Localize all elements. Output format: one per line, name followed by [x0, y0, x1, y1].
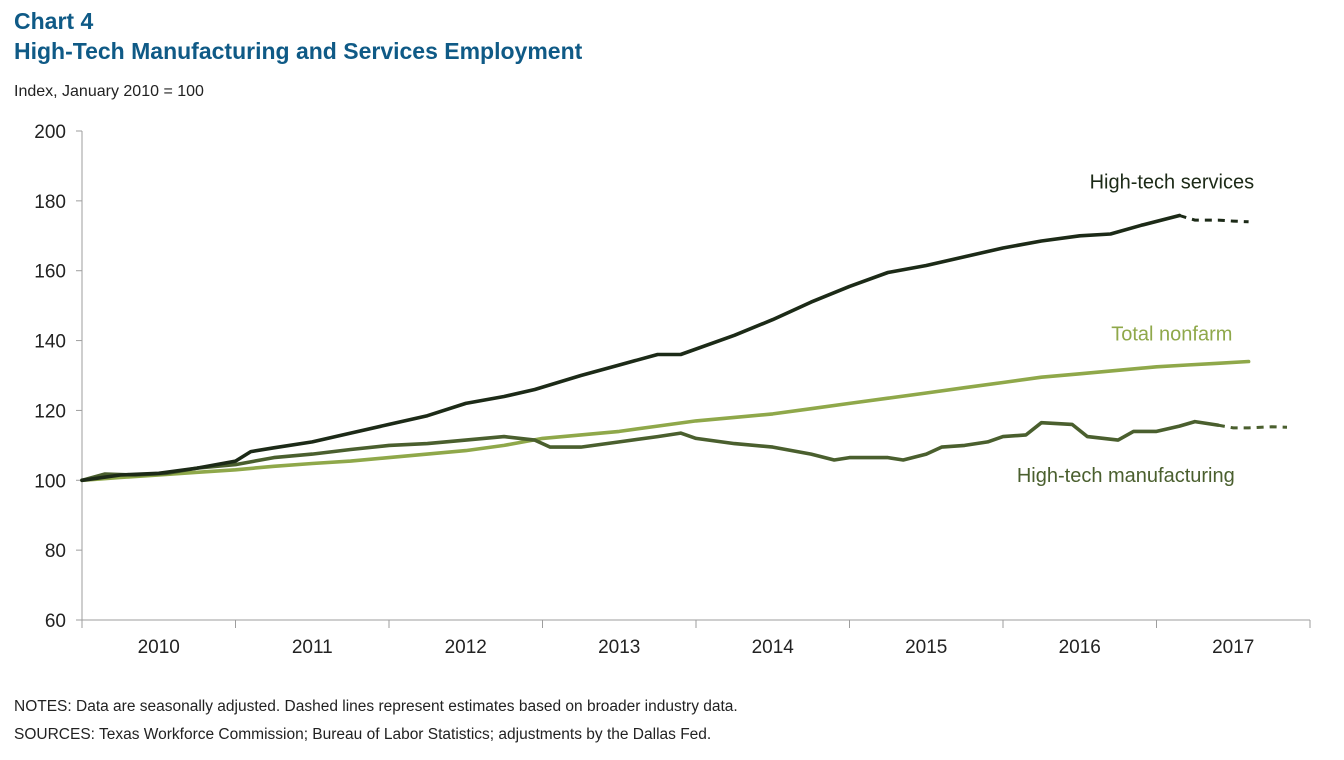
y-tick-label: 60 — [45, 611, 66, 632]
chart-notes: NOTES: Data are seasonally adjusted. Das… — [14, 693, 738, 749]
y-axis-unit-label: Index, January 2010 = 100 — [14, 83, 204, 100]
high-tech-services-line — [80, 213, 1182, 483]
x-tick-label: 2016 — [1059, 637, 1101, 658]
y-tick-label: 160 — [34, 262, 66, 283]
x-tick-label: 2010 — [138, 637, 180, 658]
x-tick-label: 2013 — [598, 637, 640, 658]
y-tick-label: 200 — [34, 122, 66, 143]
x-tick-label: 2012 — [445, 637, 487, 658]
y-tick-label: 80 — [45, 541, 66, 562]
x-tick-label: 2011 — [292, 637, 333, 658]
x-tick-label: 2014 — [752, 637, 795, 658]
series-label: Total nonfarm — [1111, 324, 1232, 346]
notes-text: NOTES: Data are seasonally adjusted. Das… — [14, 698, 738, 715]
series-label: High-tech services — [1090, 172, 1255, 194]
line-chart: 60 80 100 120 140 160 180 200 2010 2011 2012 2013 20… — [34, 122, 1311, 658]
y-tick-label: 140 — [34, 332, 66, 353]
total-nonfarm-line — [80, 359, 1251, 483]
chart-title: High-Tech Manufacturing and Services Emp… — [14, 38, 583, 64]
chart-number: Chart 4 — [14, 8, 94, 34]
y-tick-label: 100 — [34, 471, 66, 492]
series-label: High-tech manufacturing — [1017, 465, 1235, 487]
high-tech-manufacturing-line — [80, 419, 1220, 483]
y-tick-label: 180 — [34, 192, 66, 213]
x-tick-label: 2015 — [905, 637, 947, 658]
x-tick-label: 2017 — [1212, 637, 1254, 658]
high-tech-services-estimate-line — [1179, 214, 1249, 224]
chart-header: Chart 4 High-Tech Manufacturing and Serv… — [14, 6, 582, 66]
y-tick-label: 120 — [34, 401, 66, 422]
sources-text: SOURCES: Texas Workforce Commission; Bur… — [14, 726, 712, 743]
high-tech-manufacturing-estimate-line — [1217, 423, 1288, 430]
